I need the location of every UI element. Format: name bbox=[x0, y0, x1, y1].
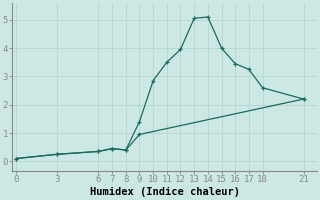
X-axis label: Humidex (Indice chaleur): Humidex (Indice chaleur) bbox=[90, 187, 240, 197]
